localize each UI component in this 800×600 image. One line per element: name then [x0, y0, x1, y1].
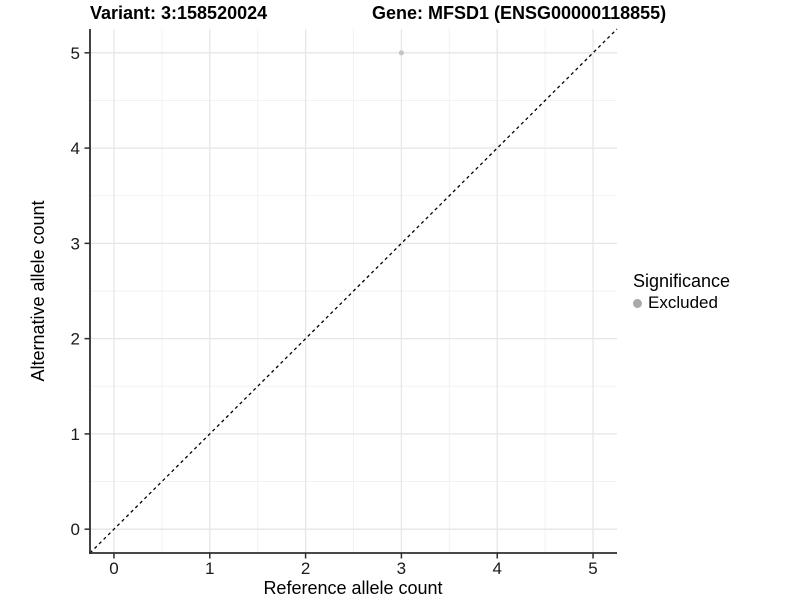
y-tick-label: 5	[71, 44, 80, 63]
y-tick-label: 4	[71, 139, 80, 158]
x-tick-label: 2	[301, 559, 310, 578]
x-tick-label: 5	[588, 559, 597, 578]
y-tick-label: 2	[71, 330, 80, 349]
plot-title-variant: Variant: 3:158520024	[90, 3, 268, 23]
legend-entry-excluded: Excluded	[633, 293, 730, 313]
identity-reference-line	[89, 28, 618, 554]
y-tick-label: 3	[71, 234, 80, 253]
y-tick-label: 1	[71, 425, 80, 444]
legend-entry-label: Excluded	[648, 293, 718, 312]
x-tick-label: 1	[205, 559, 214, 578]
y-tick-label: 0	[71, 520, 80, 539]
plot-title-gene: Gene: MFSD1 (ENSG00000118855)	[372, 3, 667, 23]
y-axis-title: Alternative allele count	[28, 200, 48, 381]
data-point	[398, 50, 405, 56]
x-tick-label: 0	[109, 559, 118, 578]
x-axis-title: Reference allele count	[263, 578, 442, 598]
legend-title: Significance	[633, 271, 731, 291]
x-tick-label: 4	[492, 559, 501, 578]
legend-point-circle-icon	[633, 298, 642, 308]
legend: Significance Excluded	[633, 271, 730, 313]
x-tick-label: 3	[397, 559, 406, 578]
